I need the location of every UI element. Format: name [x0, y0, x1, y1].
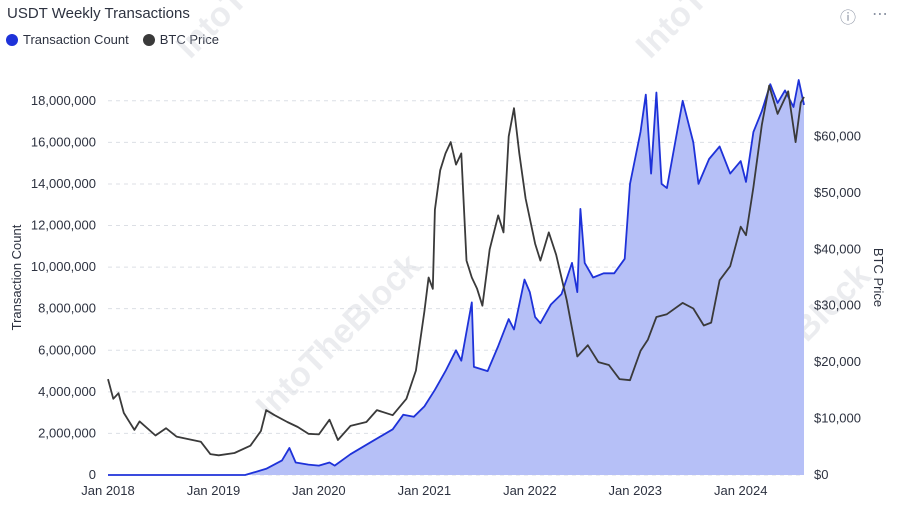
- legend-item-btc-price[interactable]: BTC Price: [142, 32, 219, 47]
- watermark: IntoTheBlock: [249, 246, 428, 425]
- y-right-tick-label: $20,000: [814, 354, 861, 369]
- y-left-axis-title: Transaction Count: [9, 224, 24, 330]
- watermark: IntoTheBlock: [629, 0, 808, 66]
- more-icon[interactable]: ⋯: [872, 6, 888, 23]
- series-line-transaction-count: [108, 79, 805, 476]
- y-left-tick-label: 4,000,000: [38, 384, 96, 399]
- y-right-axis-title: BTC Price: [871, 248, 886, 307]
- y-left-tick-label: 12,000,000: [31, 218, 96, 233]
- x-tick-label: Jan 2024: [714, 483, 768, 498]
- y-left-tick-label: 16,000,000: [31, 134, 96, 149]
- y-left-tick-label: 10,000,000: [31, 259, 96, 274]
- series-area-transaction-count: [108, 80, 804, 475]
- chart-legend: Transaction Count BTC Price: [6, 32, 219, 47]
- y-left-tick-label: 6,000,000: [38, 342, 96, 357]
- y-left-tick-label: 0: [89, 467, 96, 482]
- y-right-tick-label: $10,000: [814, 411, 861, 426]
- y-left-tick-label: 18,000,000: [31, 93, 96, 108]
- legend-item-transaction-count[interactable]: Transaction Count: [6, 32, 129, 47]
- y-right-tick-label: $50,000: [814, 185, 861, 200]
- chart-title: USDT Weekly Transactions: [7, 5, 190, 22]
- chart-toolbar: ⓘ ⋯: [840, 4, 888, 28]
- x-tick-label: Jan 2019: [187, 483, 241, 498]
- info-icon[interactable]: ⓘ: [839, 10, 856, 27]
- y-left-tick-label: 2,000,000: [38, 425, 96, 440]
- watermark: IntoTheBlock: [169, 0, 348, 66]
- legend-dot-btc-price: [142, 33, 155, 46]
- legend-label-btc-price: BTC Price: [159, 32, 219, 47]
- series-line-btc-price: [107, 84, 805, 457]
- y-left-tick-label: 14,000,000: [31, 176, 96, 191]
- x-tick-label: Jan 2018: [81, 483, 135, 498]
- legend-dot-transaction-count: [6, 33, 18, 46]
- x-tick-label: Jan 2022: [503, 483, 557, 498]
- x-tick-label: Jan 2020: [292, 483, 346, 498]
- legend-label-transaction-count: Transaction Count: [23, 32, 129, 47]
- y-right-tick-label: $30,000: [814, 298, 861, 313]
- y-left-tick-label: 8,000,000: [38, 301, 96, 316]
- y-right-tick-label: $0: [814, 467, 828, 482]
- y-right-tick-label: $60,000: [814, 128, 861, 143]
- x-tick-label: Jan 2023: [609, 483, 663, 498]
- y-right-tick-label: $40,000: [814, 241, 861, 256]
- x-tick-label: Jan 2021: [398, 483, 452, 498]
